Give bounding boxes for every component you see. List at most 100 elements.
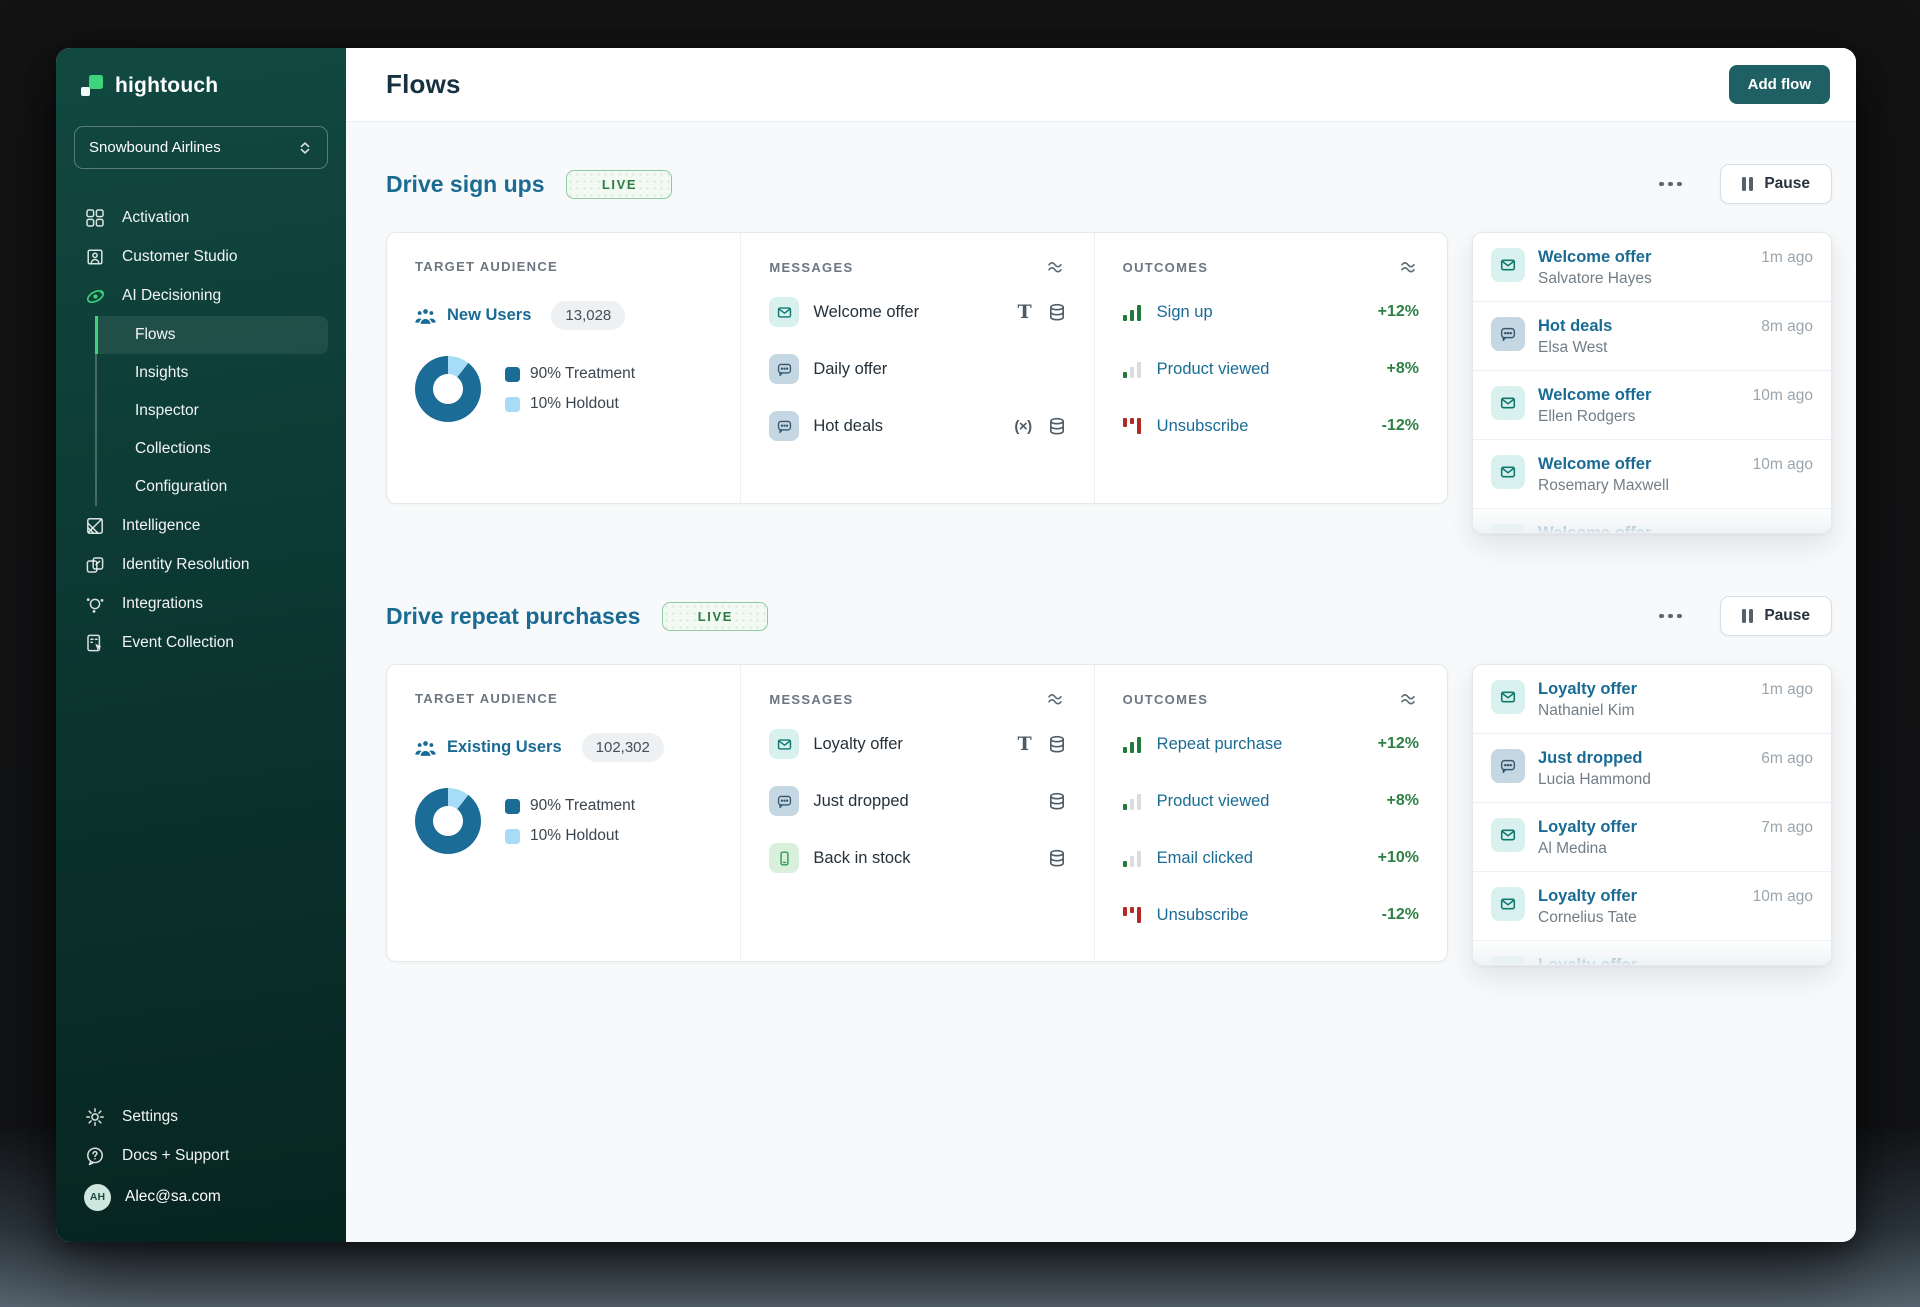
user-menu[interactable]: AH Alec@sa.com — [74, 1176, 328, 1218]
sidebar-item-intelligence[interactable]: Intelligence — [74, 507, 328, 545]
outcome-label-link[interactable]: Unsubscribe — [1156, 905, 1249, 924]
flow-summary-card: TARGET AUDIENCE — [386, 232, 1448, 504]
sidebar-item-integrations[interactable]: Integrations — [74, 585, 328, 623]
flow-header: Drive sign ups LIVE Pause — [386, 164, 1832, 204]
feed-title-link[interactable]: Welcome offer — [1538, 248, 1652, 266]
email-icon — [1491, 887, 1525, 921]
audience-count-badge: 13,028 — [551, 301, 626, 330]
treatment-label: 90% Treatment — [530, 797, 636, 814]
flow-summary-card: TARGET AUDIENCE — [386, 664, 1448, 962]
feed-item[interactable]: Welcome offer Salvatore Hayes 1m ago — [1473, 233, 1831, 301]
message-item[interactable]: Daily offer — [769, 349, 1065, 389]
feed-title-link[interactable]: Welcome offer — [1538, 455, 1652, 473]
sidebar-item-docs-support[interactable]: Docs + Support — [74, 1137, 328, 1175]
sidebar-item-inspector[interactable]: Inspector — [97, 392, 328, 430]
message-item[interactable]: Loyalty offer T — [769, 724, 1065, 764]
column-header: OUTCOMES — [1122, 691, 1209, 707]
holdout-swatch — [505, 396, 520, 412]
feed-item[interactable]: Welcome offer Ellen Rodgers 10m ago — [1473, 370, 1831, 439]
pause-button[interactable]: Pause — [1719, 596, 1832, 636]
feed-time: 10m ago — [1752, 888, 1813, 905]
outcome-label-link[interactable]: Repeat purchase — [1156, 734, 1283, 753]
database-icon[interactable] — [1048, 417, 1066, 436]
database-icon[interactable] — [1048, 792, 1066, 811]
outcome-label-link[interactable]: Email clicked — [1156, 848, 1253, 867]
feed-title-link[interactable]: Hot deals — [1538, 317, 1613, 335]
org-selector[interactable]: Snowbound Airlines — [74, 126, 328, 169]
flow-title[interactable]: Drive repeat purchases — [386, 602, 641, 629]
more-menu-button[interactable] — [1651, 606, 1690, 627]
feed-item-clipped[interactable]: Welcome offer — [1473, 508, 1831, 534]
trend-icon[interactable] — [1046, 691, 1066, 707]
message-item[interactable]: Back in stock — [769, 838, 1065, 878]
database-icon[interactable] — [1048, 735, 1066, 754]
database-icon[interactable] — [1048, 849, 1066, 868]
feed-person: Al Medina — [1538, 840, 1607, 857]
feed-item-clipped[interactable]: Loyalty offer — [1473, 940, 1831, 966]
sidebar-item-customer-studio[interactable]: Customer Studio — [74, 238, 328, 276]
feed-title-link[interactable]: Loyalty offer — [1538, 818, 1638, 836]
feed-item[interactable]: Loyalty offer Cornelius Tate 10m ago — [1473, 871, 1831, 940]
feed-title-link[interactable]: Welcome offer — [1538, 524, 1652, 534]
sidebar-item-configuration[interactable]: Configuration — [97, 468, 328, 506]
feed-title-link[interactable]: Loyalty offer — [1538, 680, 1638, 698]
feed-item[interactable]: Hot deals Elsa West 8m ago — [1473, 301, 1831, 370]
feed-item[interactable]: Loyalty offer Al Medina 7m ago — [1473, 802, 1831, 871]
feed-title-link[interactable]: Welcome offer — [1538, 386, 1652, 404]
feed-title-link[interactable]: Just dropped — [1538, 749, 1643, 767]
text-icon[interactable]: T — [1017, 301, 1032, 323]
event-collection-icon — [84, 633, 106, 653]
sidebar-item-insights[interactable]: Insights — [97, 354, 328, 392]
pause-label: Pause — [1764, 607, 1810, 624]
trend-icon[interactable] — [1399, 691, 1419, 707]
outcome-label-link[interactable]: Product viewed — [1156, 791, 1270, 810]
audience-name-link[interactable]: New Users — [447, 306, 532, 324]
feed-item[interactable]: Welcome offer Rosemary Maxwell 10m ago — [1473, 439, 1831, 508]
sidebar-item-ai-decisioning[interactable]: AI Decisioning — [74, 277, 328, 315]
email-icon — [769, 729, 800, 759]
pause-label: Pause — [1764, 175, 1810, 192]
outcome-label-link[interactable]: Unsubscribe — [1156, 416, 1249, 435]
outcome-label-link[interactable]: Sign up — [1156, 302, 1213, 321]
sidebar-item-settings[interactable]: Settings — [74, 1098, 328, 1136]
sidebar-item-flows[interactable]: Flows — [95, 316, 328, 354]
sidebar-item-label: Settings — [122, 1108, 179, 1125]
sidebar-item-identity-resolution[interactable]: Identity Resolution — [74, 546, 328, 584]
more-menu-button[interactable] — [1651, 174, 1690, 195]
feed-item[interactable]: Just dropped Lucia Hammond 6m ago — [1473, 733, 1831, 802]
message-item[interactable]: Welcome offer T — [769, 292, 1065, 332]
audience-name-link[interactable]: Existing Users — [447, 738, 562, 756]
message-item[interactable]: Hot deals (×) — [769, 406, 1065, 446]
flow-title[interactable]: Drive sign ups — [386, 170, 545, 197]
column-header: OUTCOMES — [1122, 259, 1209, 275]
feed-item[interactable]: Loyalty offer Nathaniel Kim 1m ago — [1473, 665, 1831, 733]
database-icon[interactable] — [1048, 303, 1066, 322]
messages-column: MESSAGES — [740, 665, 1093, 961]
sidebar-item-label: Insights — [135, 364, 189, 381]
message-item[interactable]: Just dropped — [769, 781, 1065, 821]
feed-person: Rosemary Maxwell — [1538, 477, 1669, 494]
feed-time: 6m ago — [1761, 750, 1813, 767]
variable-icon[interactable]: (×) — [1014, 417, 1032, 435]
app-window: hightouch Snowbound Airlines Activation — [56, 48, 1856, 1242]
text-icon[interactable]: T — [1017, 733, 1032, 755]
email-icon — [1491, 524, 1525, 533]
outcome-item: Email clicked +10% — [1122, 838, 1419, 878]
activity-feed: Welcome offer Salvatore Hayes 1m ago — [1472, 232, 1832, 534]
holdout-label: 10% Holdout — [530, 395, 619, 412]
outcome-label-link[interactable]: Product viewed — [1156, 359, 1270, 378]
sidebar-item-event-collection[interactable]: Event Collection — [74, 624, 328, 662]
outcome-item: Unsubscribe -12% — [1122, 406, 1419, 446]
pause-button[interactable]: Pause — [1719, 164, 1832, 204]
feed-title-link[interactable]: Loyalty offer — [1538, 956, 1638, 966]
trend-icon[interactable] — [1399, 259, 1419, 275]
sidebar-item-collections[interactable]: Collections — [97, 430, 328, 468]
sidebar-item-activation[interactable]: Activation — [74, 199, 328, 237]
feed-title-link[interactable]: Loyalty offer — [1538, 887, 1638, 905]
brand-logo[interactable]: hightouch — [80, 74, 324, 98]
add-flow-button[interactable]: Add flow — [1728, 65, 1830, 104]
mobile-push-icon — [769, 843, 800, 873]
chat-icon — [1491, 749, 1525, 783]
trend-icon[interactable] — [1046, 259, 1066, 275]
org-selector-value: Snowbound Airlines — [89, 139, 221, 156]
